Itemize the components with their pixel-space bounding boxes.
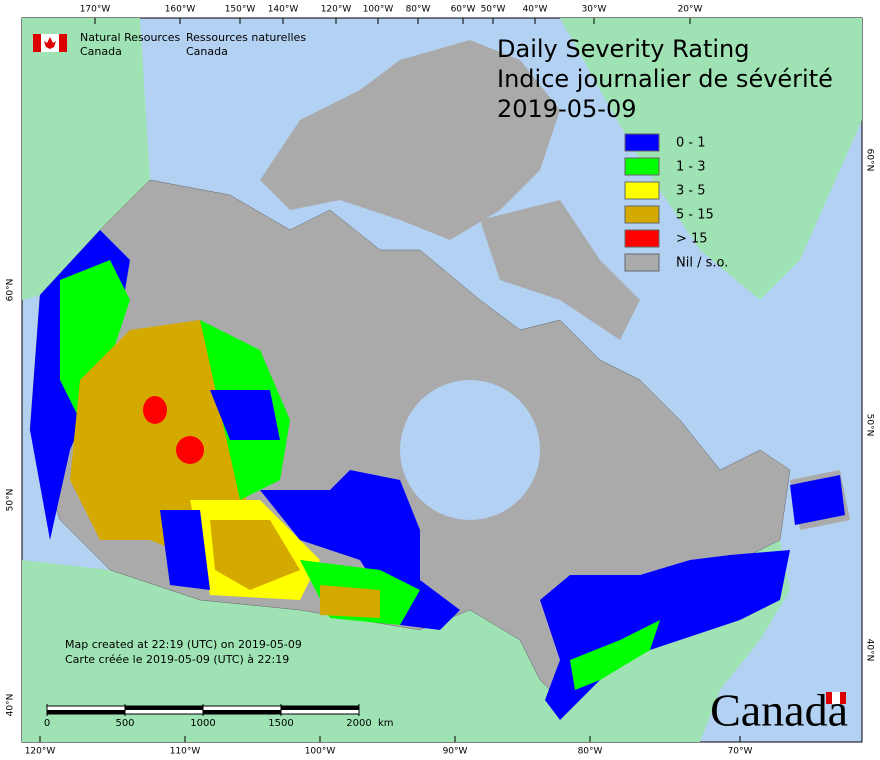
scale-segment	[281, 706, 359, 710]
scale-segment	[47, 710, 125, 714]
graticule-label: 50°N	[865, 414, 875, 437]
graticule: 170°W 160°W 150°W 140°W 120°W 100°W 80°W 60°W 50…	[6, 5, 875, 757]
graticule-label: 30°W	[582, 5, 607, 15]
wordmark-flag	[826, 692, 832, 704]
graticule-label: 110°W	[170, 747, 201, 757]
legend-swatch	[624, 205, 660, 224]
zone-0-1	[790, 475, 845, 525]
graticule-label: 70°W	[728, 747, 753, 757]
map-title: Indice journalier de sévérité	[497, 65, 833, 93]
graticule-label: 150°W	[225, 5, 256, 15]
zone-over-15	[176, 436, 204, 464]
legend-swatch	[624, 133, 660, 152]
baffin-island	[480, 200, 640, 340]
flag-bar	[33, 34, 41, 52]
zone-over-15	[143, 396, 167, 424]
graticule-label: 160°W	[165, 5, 196, 15]
graticule-label: 50°N	[6, 489, 16, 512]
scale-segment	[125, 706, 203, 710]
united-states	[22, 540, 790, 742]
graticule-label: 40°W	[523, 5, 548, 15]
legend-label: > 15	[676, 232, 708, 247]
org-name-en: Natural Resources	[80, 31, 181, 44]
legend-swatch	[624, 229, 660, 248]
graticule-label: 170°W	[80, 5, 111, 15]
scale-label: 0	[44, 718, 50, 729]
org-name-fr: Ressources naturelles	[186, 31, 306, 44]
credit-line: Map created at 22:19 (UTC) on 2019-05-09	[65, 638, 302, 651]
legend-label: 3 - 5	[676, 184, 706, 199]
scale-label: 1500	[268, 718, 293, 729]
scale-segment	[203, 710, 281, 714]
scale-label: 1000	[190, 718, 215, 729]
scale-label: 500	[115, 718, 134, 729]
legend-swatch	[624, 157, 660, 176]
maple-leaf	[44, 37, 56, 49]
legend-label: 5 - 15	[676, 208, 714, 223]
alaska	[22, 18, 150, 300]
legend-label: 1 - 3	[676, 160, 706, 175]
credit-line: Carte créée le 2019-05-09 (UTC) à 22:19	[65, 653, 289, 666]
legend-label: Nil / s.o.	[676, 256, 728, 271]
legend-label: 0 - 1	[676, 136, 706, 151]
zone-1-3	[60, 260, 130, 420]
scale-unit: km	[378, 718, 394, 729]
graticule-label: 100°W	[305, 747, 336, 757]
graticule-label: 80°W	[578, 747, 603, 757]
org-name-en: Canada	[80, 45, 122, 58]
map-title: Daily Severity Rating	[497, 35, 749, 63]
graticule-label: 100°W	[363, 5, 394, 15]
arctic-islands	[260, 40, 560, 240]
graticule-label: 50°W	[481, 5, 506, 15]
zone-0-1	[160, 510, 210, 590]
graticule-label: 90°W	[443, 747, 468, 757]
org-name-fr: Canada	[186, 45, 228, 58]
graticule-label: 80°W	[406, 5, 431, 15]
graticule-label: 40°N	[865, 639, 875, 662]
zone-1-3	[570, 620, 660, 690]
zone-5-15	[320, 585, 380, 618]
graticule-label: 20°W	[678, 5, 703, 15]
graticule-label: 60°N	[865, 149, 875, 172]
graticule-label: 120°W	[321, 5, 352, 15]
graticule-label: 60°W	[451, 5, 476, 15]
zone-5-15	[210, 520, 300, 590]
graticule-label: 120°W	[25, 747, 56, 757]
wordmark-flag	[840, 692, 846, 704]
hudson-bay	[400, 380, 540, 520]
map-title: 2019-05-09	[497, 95, 636, 123]
graticule-label: 60°N	[6, 279, 16, 302]
scale-label: 2000	[346, 718, 371, 729]
graticule-label: 140°W	[268, 5, 299, 15]
greenland	[560, 18, 862, 300]
scale-bar: 0 500 1000 1500 2000 km	[44, 704, 394, 729]
flag-bar	[59, 34, 67, 52]
wordmark-flag	[832, 692, 840, 704]
wordmark: Canada	[710, 685, 848, 736]
legend-swatch	[624, 253, 660, 272]
legend-swatch	[624, 181, 660, 200]
graticule-label: 40°N	[6, 694, 16, 717]
zone-0-1	[210, 390, 280, 440]
